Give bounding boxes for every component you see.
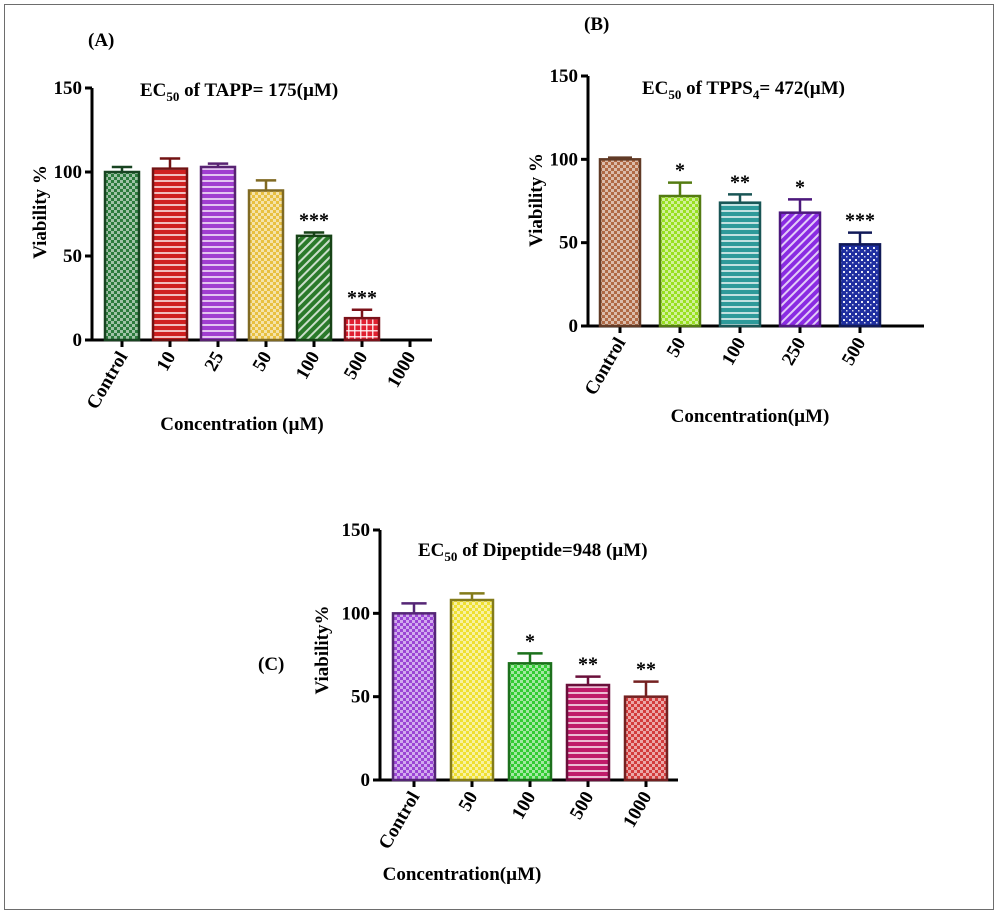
chart-title: EC50 of TPPS4= 472(µM): [642, 78, 845, 102]
bar-50: [658, 194, 702, 328]
bar-1000: [623, 695, 669, 782]
x-tick-label: 500: [340, 348, 372, 383]
y-tick-label: 100: [550, 149, 579, 170]
y-tick-label: 150: [54, 78, 83, 99]
figure-frame: [4, 4, 994, 910]
bar-25: [199, 165, 237, 342]
x-tick-label: Control: [375, 788, 425, 853]
chart-panel-c: (C) EC50 of Dipeptide=948 (µM) Viability…: [258, 520, 678, 885]
x-axis-label: Concentration (µM): [160, 414, 323, 435]
x-tick-label: 50: [663, 334, 691, 361]
bar-control: [391, 612, 437, 782]
y-tick-label: 100: [342, 603, 371, 624]
significance-label: **: [730, 171, 750, 193]
plot-area: 0 50 100 150 Control 50 100 * 500 ** 1000 **: [342, 520, 678, 853]
y-axis-label: Viability %: [30, 165, 51, 259]
y-tick-label: 150: [550, 66, 579, 87]
x-tick-label: 50: [455, 788, 483, 815]
significance-label: *: [795, 176, 805, 198]
bar-50: [247, 189, 285, 342]
panel-label: (B): [584, 14, 609, 35]
x-tick-label: 1000: [383, 348, 420, 391]
y-tick-label: 100: [54, 162, 83, 183]
y-axis-label: Viability%: [312, 605, 333, 694]
x-tick-label: 100: [292, 348, 324, 383]
significance-label: ***: [845, 210, 875, 232]
bar-250: [778, 211, 822, 328]
x-tick-label: 50: [249, 348, 277, 375]
bar-100: [507, 662, 553, 782]
significance-label: **: [636, 659, 656, 681]
y-tick-label: 50: [63, 246, 82, 267]
plot-area: 0 50 100 150 Control 10 25 50 100 *** 500 *** 1000: [54, 78, 432, 413]
y-tick-label: 150: [342, 520, 371, 541]
bar-control: [103, 170, 141, 342]
x-tick-label: 250: [778, 334, 810, 369]
bar-500: [343, 316, 381, 342]
panel-label: (A): [88, 30, 114, 51]
x-tick-label: 10: [153, 348, 181, 375]
y-tick-label: 0: [569, 316, 579, 337]
y-tick-label: 50: [351, 687, 370, 708]
x-tick-label: 1000: [619, 788, 656, 831]
bar-50: [449, 598, 495, 782]
x-tick-label: Control: [581, 334, 631, 399]
bar-10: [151, 167, 189, 342]
x-tick-label: Control: [83, 348, 133, 413]
bar-control: [598, 158, 642, 328]
y-tick-label: 0: [73, 330, 83, 351]
x-tick-label: 500: [838, 334, 870, 369]
significance-label: **: [578, 654, 598, 676]
plot-area: 0 50 100 150 Control 50 * 100 ** 250 * 500 ***: [550, 66, 924, 399]
significance-label: ***: [347, 287, 377, 309]
panel-label: (C): [258, 654, 284, 675]
bar-500: [565, 683, 611, 782]
chart-title: EC50 of TAPP= 175(µM): [140, 80, 338, 104]
x-axis-label: Concentration(µM): [671, 406, 830, 427]
x-tick-label: 500: [566, 788, 598, 823]
significance-label: ***: [299, 209, 329, 231]
chart-panel-a: (A) EC50 of TAPP= 175(µM) Viability % Co…: [30, 30, 432, 435]
significance-label: *: [525, 630, 535, 652]
y-tick-label: 0: [361, 770, 371, 791]
x-tick-label: 25: [201, 348, 229, 375]
chart-panel-b: (B) EC50 of TPPS4= 472(µM) Viability % C…: [526, 14, 924, 427]
chart-title: EC50 of Dipeptide=948 (µM): [418, 540, 648, 564]
y-axis-label: Viability %: [526, 153, 547, 247]
x-axis-label: Concentration(µM): [383, 864, 542, 885]
y-tick-label: 50: [559, 233, 578, 254]
significance-label: *: [675, 160, 685, 182]
x-tick-label: 100: [718, 334, 750, 369]
x-tick-label: 100: [508, 788, 540, 823]
bar-100: [718, 201, 762, 328]
bar-500: [838, 243, 882, 328]
bar-100: [295, 234, 333, 342]
